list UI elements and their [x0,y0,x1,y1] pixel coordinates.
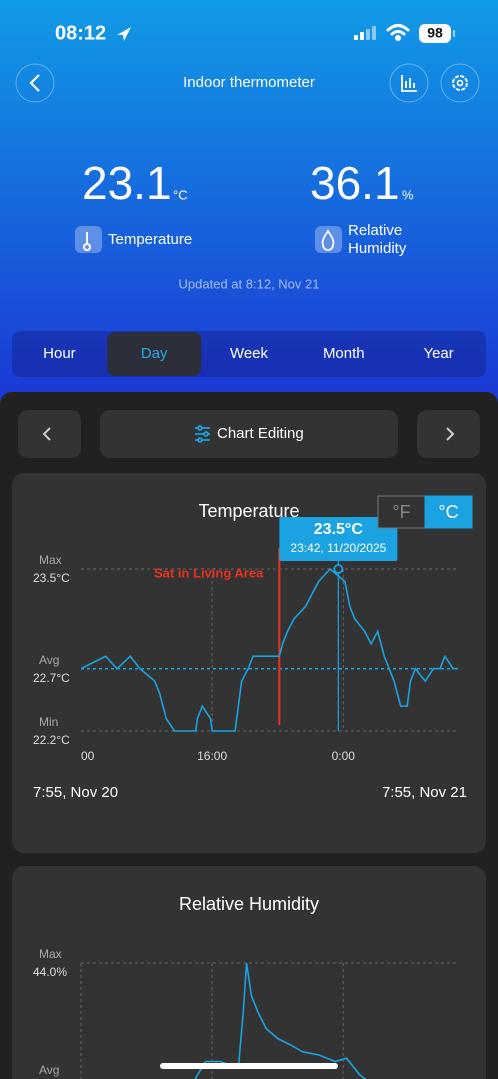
tab[interactable]: Hour [43,345,76,362]
y-tick-name: Max [39,947,62,961]
range-end: 7:55, Nov 21 [382,784,467,801]
settings-icon-center [456,79,464,87]
humidity-icon [315,226,342,253]
charts: Temperature Min 22.2°C Avg 22.7°C Max 23.5°C 00… [33,495,473,1079]
tab[interactable]: Day [141,345,168,362]
battery-level: 98 [427,25,443,41]
y-tick-name: Max [39,553,62,567]
annotation-text: Sat in Living Area [154,565,264,580]
chart-title: Relative Humidity [179,894,319,914]
y-tick-name: Avg [39,653,59,667]
x-tick-label: 00 [81,749,95,763]
x-tick-label: 0:00 [332,749,356,763]
cursor-point [333,564,344,574]
next-icon [446,427,455,441]
tab-selected [107,332,202,376]
status-time: 08:12 [55,22,106,44]
y-tick-label: 23.5°C [33,571,70,585]
stats-button[interactable] [389,63,429,103]
previous-button[interactable] [18,410,81,458]
battery-tip [453,30,455,37]
chart-title: Temperature [198,501,299,521]
tab[interactable]: Month [323,345,365,362]
home-indicator [160,1063,338,1069]
drop-glyph [321,229,335,251]
tab[interactable]: Week [230,345,269,362]
y-tick-name: Avg [39,1063,59,1077]
data-line [194,962,367,1079]
humidity-card [12,866,486,1079]
tooltip-value: 23.5°C [314,521,364,538]
chart-editing-icon [195,425,210,443]
temperature-label: Temperature [108,231,192,248]
unit-toggle[interactable] [424,495,473,529]
tooltip-box [279,517,398,561]
temperature-value: 23.1 [82,157,172,209]
x-tick-label: 16:00 [197,749,227,763]
temperature-card [12,473,486,853]
updated-time: Updated at 8:12, Nov 21 [179,276,320,291]
data-line [81,567,458,732]
unit-toggle[interactable] [377,495,426,529]
tab-group: Hour Day Week Month Year [43,332,454,376]
location-icon [117,27,131,41]
humidity-unit: % [402,187,414,202]
tooltip-time: 23:42, 11/20/2025 [290,541,386,555]
humidity-label: Relative Humidity [348,222,407,257]
temperature-icon [75,226,102,253]
y-tick-label: 22.7°C [33,671,70,685]
previous-icon [42,427,51,441]
range-start: 7:55, Nov 20 [33,784,118,801]
y-tick-label: 22.2°C [33,733,70,747]
temperature-unit: °C [173,187,188,202]
stats-icon [401,75,417,92]
battery [419,24,451,43]
chart-editing-button[interactable] [100,410,398,458]
back-button[interactable] [15,63,55,103]
unit-toggle-label: °F [392,502,410,522]
header-title: Indoor thermometer [183,74,315,91]
humidity-value: 36.1 [310,157,400,209]
unit-toggle-label: °C [438,502,458,522]
y-tick-name: Min [39,715,58,729]
next-button[interactable] [417,410,480,458]
wifi-icon [386,24,410,41]
signal-icon [354,26,376,40]
tab[interactable]: Year [423,345,453,362]
back-icon [29,74,40,92]
y-tick-label: 44.0% [33,965,67,979]
thermometer-glyph [83,232,92,251]
chart-editing-label: Chart Editing [217,425,304,442]
settings-button[interactable] [440,63,480,103]
settings-icon [452,75,468,91]
header-background [0,0,498,410]
